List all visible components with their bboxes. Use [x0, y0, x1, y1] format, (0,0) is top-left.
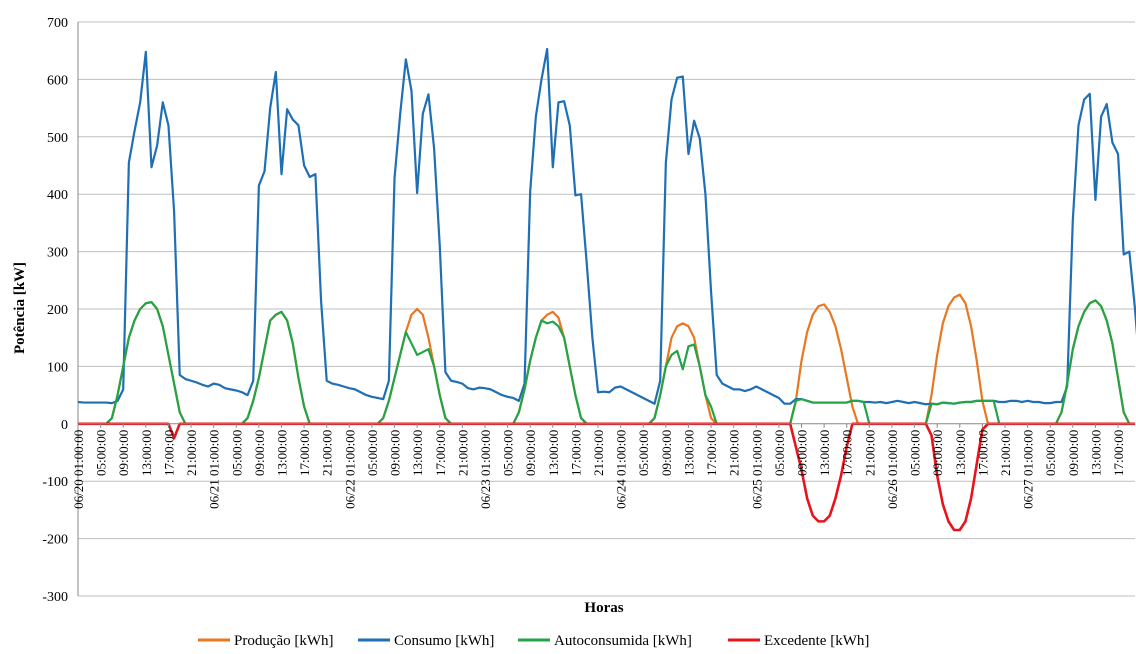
x-tick-label: 21:00:00 [591, 430, 606, 476]
x-tick-label: 13:00:00 [274, 430, 289, 476]
x-tick-label: 17:00:00 [840, 430, 855, 476]
x-tick-label: 13:00:00 [1088, 430, 1103, 476]
x-tick-label: 13:00:00 [681, 430, 696, 476]
x-tick-label: 09:00:00 [659, 430, 674, 476]
x-tick-label: 09:00:00 [1066, 430, 1081, 476]
y-tick-label: 500 [47, 131, 68, 146]
x-tick-label: 05:00:00 [1043, 430, 1058, 476]
x-tick-label: 09:00:00 [116, 430, 131, 476]
x-tick-label: 17:00:00 [1111, 430, 1126, 476]
y-tick-label: -200 [42, 533, 68, 548]
series-line-2 [77, 47, 1136, 406]
x-tick-label: 13:00:00 [546, 430, 561, 476]
x-tick-label: 06/23 01:00:00 [478, 430, 493, 509]
x-tick-label: 21:00:00 [862, 430, 877, 476]
x-tick-label: 06/25 01:00:00 [749, 430, 764, 509]
y-tick-label: 200 [47, 303, 68, 318]
x-tick-label: 06/27 01:00:00 [1021, 430, 1036, 509]
legend: Produção [kWh] Consumo [kWh] Autoconsumida… [198, 633, 869, 649]
x-tick-label: 09:00:00 [523, 430, 538, 476]
x-tick-label: 05:00:00 [772, 430, 787, 476]
x-tick-label: 13:00:00 [817, 430, 832, 476]
x-tick-label: 06/21 01:00:00 [207, 430, 222, 509]
x-tick-label: 05:00:00 [94, 430, 109, 476]
x-tick-label: 06/26 01:00:00 [885, 430, 900, 509]
x-tick-label: 13:00:00 [410, 430, 425, 476]
x-tick-label: 21:00:00 [320, 430, 335, 476]
x-tick-label: 05:00:00 [501, 430, 516, 476]
x-tick-label: 13:00:00 [139, 430, 154, 476]
legend-label: Consumo [kWh] [394, 633, 494, 649]
x-tick-label: 21:00:00 [727, 430, 742, 476]
legend-label: Excedente [kWh] [764, 633, 869, 649]
x-tick-label: 09:00:00 [930, 430, 945, 476]
x-tick-label: 21:00:00 [1134, 430, 1136, 476]
x-axis-title: Horas [584, 600, 623, 616]
x-tick-label: 09:00:00 [388, 430, 403, 476]
y-tick-label: 600 [47, 73, 68, 88]
x-tick-label: 05:00:00 [636, 430, 651, 476]
y-tick-label: -300 [42, 590, 68, 605]
x-tick-label: 21:00:00 [455, 430, 470, 476]
x-tick-label: 21:00:00 [184, 430, 199, 476]
x-tick-label: 17:00:00 [704, 430, 719, 476]
x-axis-ticks: 06/20 01:00:00 05:00:00 09:00:00 13:00:00 17… [71, 423, 1136, 509]
x-tick-label: 05:00:00 [908, 430, 923, 476]
x-tick-label: 06/24 01:00:00 [614, 430, 629, 509]
y-tick-label: 700 [47, 16, 68, 31]
legend-label: Produção [kWh] [234, 633, 334, 649]
x-tick-label: 06/22 01:00:00 [342, 430, 357, 509]
x-tick-label: 17:00:00 [975, 430, 990, 476]
x-tick-label: 09:00:00 [795, 430, 810, 476]
y-tick-label: 100 [47, 360, 68, 375]
x-tick-label: 17:00:00 [161, 430, 176, 476]
x-tick-label: 06/20 01:00:00 [71, 430, 86, 509]
y-axis-ticks: -300 -200 -100 0 100 200 300 400 500 600 700 [42, 16, 68, 605]
x-tick-label: 17:00:00 [297, 430, 312, 476]
gridlines [77, 21, 1135, 597]
y-tick-label: 0 [61, 418, 68, 433]
x-tick-label: 05:00:00 [365, 430, 380, 476]
legend-label: Autoconsumida [kWh] [554, 633, 692, 649]
x-tick-label: 17:00:00 [568, 430, 583, 476]
y-axis-title: Potência [kW] [12, 262, 28, 354]
y-tick-label: 400 [47, 188, 68, 203]
x-tick-label: 21:00:00 [998, 430, 1013, 476]
y-tick-label: 300 [47, 246, 68, 261]
series-line-1 [78, 293, 1135, 425]
x-tick-label: 05:00:00 [229, 430, 244, 476]
x-tick-label: 17:00:00 [433, 430, 448, 476]
y-tick-label: -100 [42, 475, 68, 490]
x-tick-label: 13:00:00 [953, 430, 968, 476]
x-tick-label: 09:00:00 [252, 430, 267, 476]
